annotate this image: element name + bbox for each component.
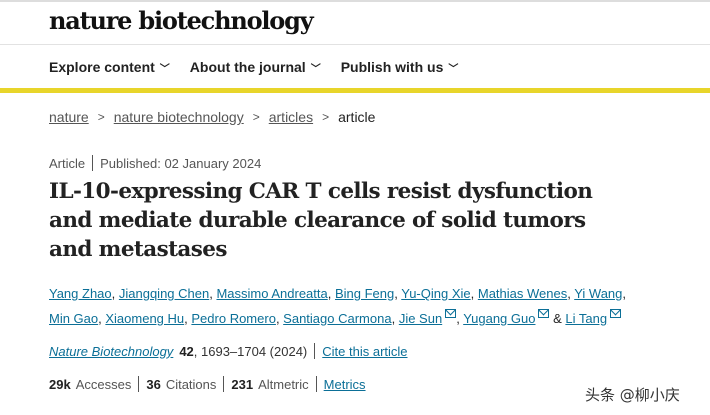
nav-publish-with-us[interactable]: Publish with us ﹀ xyxy=(341,59,459,75)
chevron-right-icon: > xyxy=(97,110,105,124)
nav-label: Explore content xyxy=(49,59,155,75)
author-separator: & xyxy=(549,311,566,326)
citation-line: Nature Biotechnology 42 , 1693–1704 (202… xyxy=(49,343,408,359)
author-link[interactable]: Yang Zhao xyxy=(49,286,112,301)
divider xyxy=(0,44,710,45)
author-link[interactable]: Bing Feng xyxy=(334,286,395,301)
breadcrumb: nature > nature biotechnology > articles > … xyxy=(49,109,375,125)
author-link[interactable]: Min Gao xyxy=(49,311,99,326)
author-link[interactable]: Mathias Wenes xyxy=(477,286,568,301)
nav-label: Publish with us xyxy=(340,59,444,75)
journal-link[interactable]: Nature Biotechnology xyxy=(49,343,174,359)
published-date: Published: 02 January 2024 xyxy=(100,155,262,171)
chevron-down-icon: ﹀ xyxy=(159,64,170,75)
top-border xyxy=(0,0,710,2)
author-link[interactable]: Jiangqing Chen xyxy=(118,286,210,301)
author-link[interactable]: Yu-Qing Xie xyxy=(401,286,471,301)
mail-icon[interactable] xyxy=(445,309,457,318)
author-link[interactable]: Xiaomeng Hu xyxy=(105,311,185,326)
separator xyxy=(223,376,225,392)
article-meta: Article Published: 02 January 2024 xyxy=(49,155,261,171)
altmetric-label: Altmetric xyxy=(258,376,309,392)
volume: 42 xyxy=(179,343,194,359)
cite-this-article-link[interactable]: Cite this article xyxy=(322,343,408,359)
breadcrumb-nature[interactable]: nature xyxy=(49,109,89,125)
nav-label: About the journal xyxy=(189,59,306,75)
metrics-bar: 29k Accesses 36 Citations 231 Altmetric Met… xyxy=(49,376,366,392)
author-link[interactable]: Jie Sun xyxy=(398,311,443,326)
pages-year: , 1693–1704 (2024) xyxy=(193,343,308,359)
accesses-value: 29k xyxy=(49,376,71,392)
author-link[interactable]: Santiago Carmona xyxy=(283,311,392,326)
author-link[interactable]: Yugang Guo xyxy=(463,311,536,326)
chevron-down-icon: ﹀ xyxy=(310,64,321,75)
author-link[interactable]: Li Tang xyxy=(565,311,608,326)
nav-about-journal[interactable]: About the journal ﹀ xyxy=(190,59,321,75)
author-link[interactable]: Pedro Romero xyxy=(191,311,276,326)
separator xyxy=(138,376,140,392)
chevron-down-icon: ﹀ xyxy=(448,64,459,75)
separator xyxy=(314,343,316,359)
watermark: 头条 @柳小庆 xyxy=(585,386,680,404)
article-type: Article xyxy=(49,155,86,171)
breadcrumb-articles[interactable]: articles xyxy=(268,109,314,125)
mail-icon[interactable] xyxy=(610,309,622,318)
author-list: Yang Zhao, Jiangqing Chen, Massimo Andre… xyxy=(49,286,627,326)
citations-label: Citations xyxy=(165,376,217,392)
breadcrumb-current: article xyxy=(338,109,376,125)
author-link[interactable]: Massimo Andreatta xyxy=(216,286,328,301)
separator xyxy=(92,155,94,171)
author-link[interactable]: Yi Wang xyxy=(574,286,623,301)
chevron-right-icon: > xyxy=(252,110,260,124)
nav-explore-content[interactable]: Explore content ﹀ xyxy=(49,59,170,75)
altmetric-value: 231 xyxy=(231,376,254,392)
citations-value: 36 xyxy=(146,376,161,392)
accesses-label: Accesses xyxy=(75,376,132,392)
accent-bar xyxy=(0,88,710,93)
journal-logo[interactable]: nature biotechnology xyxy=(49,6,314,35)
article-title: IL-10-expressing CAR T cells resist dysf… xyxy=(49,179,593,262)
metrics-link[interactable]: Metrics xyxy=(323,376,366,392)
breadcrumb-nature-biotechnology[interactable]: nature biotechnology xyxy=(113,109,244,125)
mail-icon[interactable] xyxy=(538,309,550,318)
chevron-right-icon: > xyxy=(322,110,330,124)
separator xyxy=(315,376,317,392)
main-nav: Explore content ﹀ About the journal ﹀ Publ… xyxy=(49,59,458,75)
